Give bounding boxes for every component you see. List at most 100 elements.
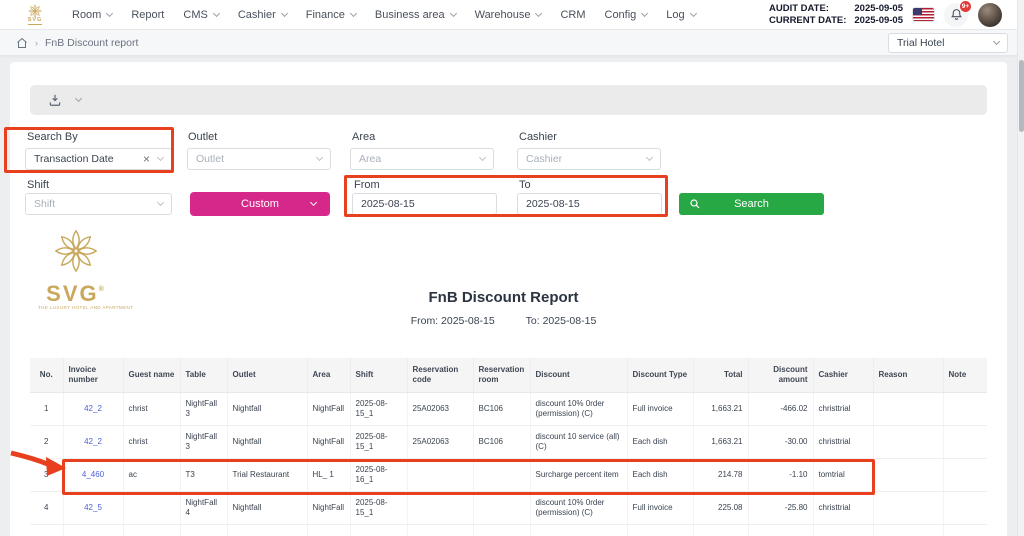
logo-tagline: THE LUXURY HOTEL AND APARTMENT bbox=[38, 305, 134, 310]
nav-item-report[interactable]: Report bbox=[131, 9, 164, 21]
logo-brand-text: SVG® bbox=[46, 281, 106, 306]
report-title: FnB Discount Report bbox=[428, 289, 579, 306]
shift-label: Shift bbox=[27, 179, 50, 191]
table-cell: Nightfall bbox=[227, 392, 308, 426]
chevron-down-icon bbox=[349, 9, 357, 17]
outlet-select[interactable]: Outlet bbox=[187, 148, 331, 170]
table-cell bbox=[693, 524, 749, 536]
table-cell bbox=[123, 491, 181, 525]
nav-item-log[interactable]: Log bbox=[666, 9, 697, 21]
chevron-down-icon bbox=[478, 153, 487, 162]
table-cell bbox=[873, 392, 944, 426]
nav-item-label: Config bbox=[604, 8, 637, 21]
topbar-right: AUDIT DATE: 2025-09-05 CURRENT DATE: 202… bbox=[769, 0, 1014, 27]
scrollbar-thumb[interactable] bbox=[1019, 60, 1024, 132]
shift-placeholder: Shift bbox=[34, 198, 56, 210]
table-cell: christ bbox=[123, 425, 181, 459]
chevron-down-icon bbox=[535, 9, 543, 17]
table-cell: NightFall bbox=[307, 425, 351, 459]
cashier-select[interactable]: Cashier bbox=[517, 148, 661, 170]
table-cell: 225.08 bbox=[693, 491, 749, 525]
table-cell: NightFall 3 bbox=[180, 425, 228, 459]
nav-item-finance[interactable]: Finance bbox=[306, 9, 357, 21]
nav-item-cms[interactable]: CMS bbox=[183, 8, 220, 21]
vertical-scrollbar[interactable] bbox=[1017, 0, 1024, 536]
table-cell bbox=[873, 524, 944, 536]
table-cell: ac bbox=[123, 458, 181, 492]
table-cell bbox=[627, 524, 694, 536]
download-icon bbox=[49, 94, 61, 106]
invoice-link-cell[interactable]: 42_2 bbox=[63, 392, 124, 426]
nav-item-warehouse[interactable]: Warehouse bbox=[474, 8, 543, 21]
nav-item-cashier[interactable]: Cashier bbox=[238, 9, 288, 21]
table-cell: 25A02063 bbox=[407, 425, 474, 459]
chevron-down-icon bbox=[689, 9, 697, 17]
chevron-down-icon bbox=[106, 9, 114, 17]
table-cell bbox=[227, 524, 308, 536]
nav-item-label: Room bbox=[72, 8, 102, 21]
table-cell: Nightfall bbox=[227, 425, 308, 459]
table-cell: Each dish bbox=[627, 458, 694, 492]
table-cell: christtrial bbox=[813, 392, 874, 426]
area-label: Area bbox=[352, 131, 376, 143]
report-table-head-row: No. Invoice number Guest name Table Outlet Ar… bbox=[30, 358, 987, 393]
table-cell bbox=[473, 491, 531, 525]
download-button[interactable] bbox=[48, 93, 62, 107]
app-logo[interactable]: SVG bbox=[18, 4, 52, 25]
nav-item-label: CMS bbox=[183, 8, 208, 21]
table-cell: HL_ 1 bbox=[307, 458, 351, 492]
notifications-button[interactable]: 9+ bbox=[944, 0, 972, 27]
export-options-button[interactable] bbox=[74, 94, 83, 103]
lotus-ornament-icon bbox=[55, 229, 97, 272]
invoice-link-cell[interactable]: 42_5 bbox=[63, 491, 124, 525]
chevron-down-icon bbox=[645, 153, 654, 162]
report-table: No. Invoice number Guest name Table Outlet Ar… bbox=[30, 358, 987, 536]
column-header: No. bbox=[30, 358, 64, 393]
table-cell bbox=[407, 491, 474, 525]
invoice-link[interactable]: 42_5 bbox=[84, 502, 102, 512]
invoice-link[interactable]: 42_2 bbox=[84, 436, 102, 446]
table-cell bbox=[943, 392, 987, 426]
column-header: Guest name bbox=[123, 358, 181, 393]
us-flag-icon[interactable] bbox=[913, 8, 934, 21]
table-cell: discount 10% 0rder (permission) (C) bbox=[530, 491, 628, 525]
table-cell: Full invoice bbox=[627, 392, 694, 426]
nav-item-room[interactable]: Room bbox=[72, 8, 114, 21]
home-icon[interactable] bbox=[16, 37, 28, 49]
search-button[interactable]: Search bbox=[679, 193, 824, 215]
hotel-selector[interactable]: Trial Hotel bbox=[888, 32, 1008, 53]
nav-item-crm[interactable]: CRM bbox=[560, 9, 585, 21]
audit-dates: AUDIT DATE: 2025-09-05 CURRENT DATE: 202… bbox=[769, 3, 903, 26]
table-cell: discount 10 service (all) (C) bbox=[530, 425, 628, 459]
invoice-link-cell[interactable]: 4_460 bbox=[63, 458, 124, 492]
from-date-value: 2025-08-15 bbox=[361, 198, 415, 210]
invoice-link[interactable]: 42_2 bbox=[84, 403, 102, 413]
chevron-down-icon bbox=[74, 94, 83, 103]
table-cell bbox=[943, 458, 987, 492]
breadcrumb-page[interactable]: FnB Discount report bbox=[45, 36, 139, 49]
table-cell: NightFall 4 bbox=[180, 491, 228, 525]
column-header: Reservation code bbox=[407, 358, 474, 393]
table-cell: BC106 bbox=[473, 425, 531, 459]
column-header: Reason bbox=[873, 358, 944, 393]
invoice-link[interactable]: 4_460 bbox=[81, 469, 105, 479]
nav-item-business-area[interactable]: Business area bbox=[375, 9, 457, 21]
invoice-link-cell[interactable]: 42_2 bbox=[63, 425, 124, 459]
area-select[interactable]: Area bbox=[350, 148, 494, 170]
column-header: Shift bbox=[350, 358, 408, 393]
shift-select[interactable]: Shift bbox=[25, 193, 172, 215]
search-by-select[interactable]: Transaction Date × bbox=[25, 148, 172, 170]
chevron-down-icon bbox=[156, 153, 165, 162]
to-date-input[interactable]: 2025-08-15 bbox=[517, 193, 662, 215]
clear-icon[interactable]: × bbox=[142, 152, 150, 166]
table-row: 3 4_460 ac T3 Trial Restaurant HL_ 1 2025-08-1… bbox=[30, 458, 987, 492]
user-avatar[interactable] bbox=[978, 2, 1002, 27]
table-cell: T3 bbox=[180, 458, 228, 492]
custom-range-button[interactable]: Custom bbox=[190, 192, 330, 216]
to-date-value: 2025-08-15 bbox=[526, 198, 580, 210]
nav-item-label: Warehouse bbox=[474, 8, 531, 21]
from-date-input[interactable]: 2025-08-15 bbox=[352, 193, 497, 215]
table-cell: -1.10 bbox=[748, 458, 814, 492]
nav-item-config[interactable]: Config bbox=[604, 8, 649, 21]
